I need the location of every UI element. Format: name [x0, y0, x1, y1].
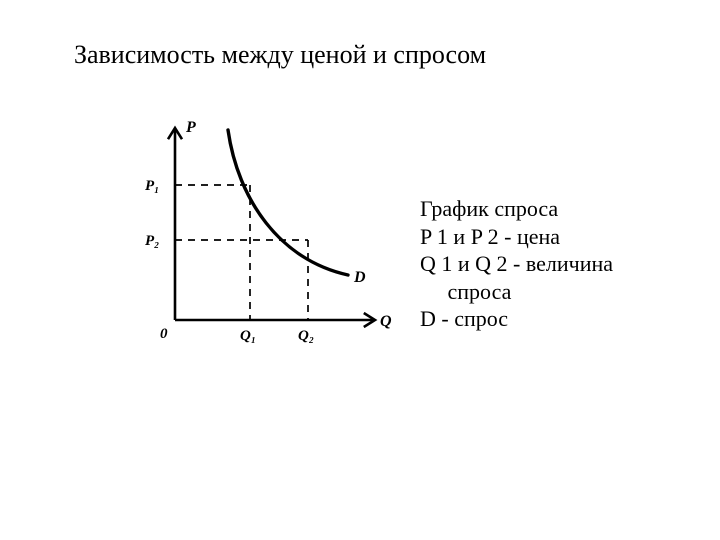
chart-legend: График спроса P 1 и P 2 - цена Q 1 и Q 2…	[420, 195, 690, 333]
page-title: Зависимость между ценой и спросом	[0, 40, 560, 70]
y-axis-label: P	[185, 119, 196, 136]
p1-label: P₁	[145, 178, 159, 194]
demand-chart: P Q 0 P₁ P₂ Q₁ Q₂ D	[120, 110, 400, 370]
q2-label: Q₂	[298, 328, 314, 344]
legend-line-1: График спроса	[420, 195, 690, 223]
demand-chart-svg: P Q 0 P₁ P₂ Q₁ Q₂ D	[120, 110, 400, 370]
q1-label: Q₁	[240, 328, 256, 344]
legend-line-2: P 1 и P 2 - цена	[420, 223, 690, 251]
curve-label: D	[353, 269, 366, 286]
page-root: Зависимость между ценой и спросом P Q 0 …	[0, 0, 720, 540]
origin-label: 0	[160, 326, 168, 342]
legend-line-3: Q 1 и Q 2 - величина	[420, 250, 690, 278]
legend-line-4: D - спрос	[420, 305, 690, 333]
demand-curve	[228, 130, 348, 275]
legend-line-3b: спроса	[420, 278, 690, 306]
p2-label: P₂	[145, 233, 159, 249]
x-axis-label: Q	[380, 313, 392, 330]
